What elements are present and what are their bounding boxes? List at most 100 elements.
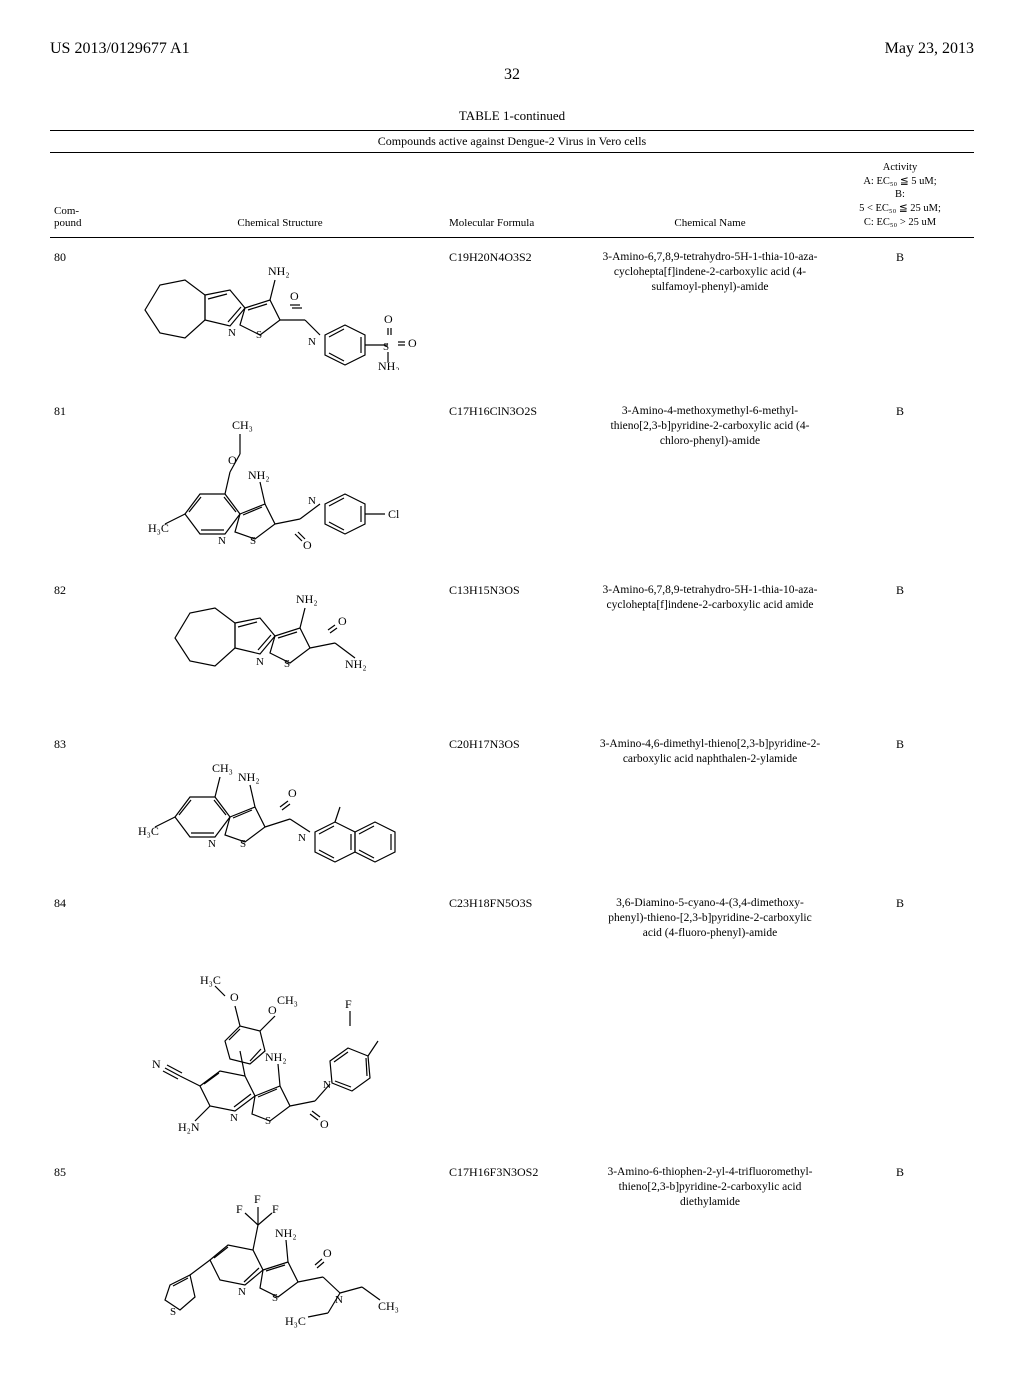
svg-text:NH₂: NH₂ [248, 468, 270, 482]
svg-text:O: O [408, 336, 417, 350]
publication-date: May 23, 2013 [885, 40, 974, 58]
svg-text:S: S [170, 1306, 176, 1318]
molecular-formula: C17H16ClN3O2S [445, 404, 595, 559]
svg-text:O: O [288, 786, 297, 800]
activity-header-line: 5 < EC₅₀ ≦ 25 uM; [859, 202, 941, 216]
table-row: 82 NH₂ O N S NH₂ [50, 571, 974, 725]
svg-text:F: F [236, 1202, 243, 1216]
svg-text:S: S [284, 658, 290, 670]
col-header-formula: Molecular Formula [445, 161, 595, 229]
svg-text:S: S [265, 1115, 271, 1127]
compound-number: 85 [50, 1165, 115, 1340]
chemical-structure: H₃C O O CH₃ F NH₂ N H₂N N S O N [115, 896, 445, 1141]
svg-text:CH₃: CH₃ [212, 761, 233, 775]
svg-text:O: O [230, 990, 239, 1004]
svg-text:N: N [308, 495, 316, 507]
svg-text:Cl: Cl [388, 507, 400, 521]
svg-text:H₂N: H₂N [178, 1120, 200, 1134]
compound-number: 84 [50, 896, 115, 1141]
svg-text:H₃C: H₃C [285, 1314, 306, 1328]
table-header-row: Com- pound Chemical Structure Molecular … [50, 153, 974, 238]
activity-header-line: B: [859, 188, 941, 202]
svg-text:NH₂: NH₂ [268, 264, 290, 278]
svg-text:NH₂: NH₂ [378, 359, 400, 370]
chemical-structure: CH₃ O NH₂ H₃C N S O N Cl [115, 404, 445, 559]
svg-text:H₃C: H₃C [138, 824, 159, 838]
activity-value: B [825, 737, 975, 872]
table-row: 81 [50, 392, 974, 571]
chemical-name: 3-Amino-4,6-dimethyl-thieno[2,3-b]pyridi… [595, 737, 825, 872]
activity-value: B [825, 1165, 975, 1340]
chemical-name: 3-Amino-6,7,8,9-tetrahydro-5H-1-thia-10-… [595, 250, 825, 380]
svg-text:N: N [298, 832, 306, 844]
activity-header-line: Activity [859, 161, 941, 175]
page-header: US 2013/0129677 A1 May 23, 2013 [50, 40, 974, 58]
svg-text:H₃C: H₃C [148, 521, 169, 535]
activity-value: B [825, 404, 975, 559]
svg-text:N: N [335, 1294, 343, 1306]
molecular-formula: C17H16F3N3OS2 [445, 1165, 595, 1340]
chemical-name: 3,6-Diamino-5-cyano-4-(3,4-dimethoxy-phe… [595, 896, 825, 1141]
svg-text:O: O [384, 312, 393, 326]
activity-value: B [825, 896, 975, 1141]
svg-text:S: S [240, 838, 246, 850]
svg-text:CH₃: CH₃ [378, 1299, 399, 1313]
svg-text:O: O [228, 453, 237, 467]
svg-text:N: N [228, 327, 236, 339]
col-header-compound: Com- pound [50, 161, 115, 229]
chemical-structure: F F F NH₂ O N S S N H₃C CH₃ [115, 1165, 445, 1340]
molecular-formula: C13H15N3OS [445, 583, 595, 713]
svg-text:O: O [290, 289, 299, 303]
svg-text:NH₂: NH₂ [238, 770, 260, 784]
chemical-structure: NH₂ O N S N O S O NH₂ [115, 250, 445, 380]
publication-number: US 2013/0129677 A1 [50, 40, 190, 58]
chemical-name: 3-Amino-6-thiophen-2-yl-4-trifluoromethy… [595, 1165, 825, 1340]
svg-text:F: F [345, 997, 352, 1011]
table-row: 83 [50, 725, 974, 884]
chemical-structure: CH₃ NH₂ H₃C N S O N [115, 737, 445, 872]
table-row: 85 [50, 1153, 974, 1352]
table-row: 84 [50, 884, 974, 1153]
activity-value: B [825, 583, 975, 713]
structure-svg-83: CH₃ NH₂ H₃C N S O N [130, 737, 430, 872]
structure-svg-80: NH₂ O N S N O S O NH₂ [130, 250, 430, 370]
table-caption: Compounds active against Dengue-2 Virus … [50, 130, 974, 153]
structure-svg-85: F F F NH₂ O N S S N H₃C CH₃ [140, 1165, 420, 1340]
col-header-structure: Chemical Structure [115, 161, 445, 229]
chemical-name: 3-Amino-6,7,8,9-tetrahydro-5H-1-thia-10-… [595, 583, 825, 713]
structure-svg-82: NH₂ O N S NH₂ [160, 583, 400, 693]
svg-text:CH₃: CH₃ [277, 993, 298, 1007]
molecular-formula: C20H17N3OS [445, 737, 595, 872]
svg-text:F: F [254, 1192, 261, 1206]
svg-text:NH₂: NH₂ [345, 657, 367, 671]
svg-text:N: N [238, 1286, 246, 1298]
svg-text:NH₂: NH₂ [275, 1226, 297, 1240]
svg-text:N: N [208, 838, 216, 850]
page-number: 32 [50, 66, 974, 84]
svg-text:CH₃: CH₃ [232, 418, 253, 432]
svg-text:O: O [323, 1246, 332, 1260]
compound-number: 82 [50, 583, 115, 713]
svg-text:O: O [320, 1117, 329, 1131]
chemical-structure: NH₂ O N S NH₂ [115, 583, 445, 713]
table-row: 80 [50, 238, 974, 392]
svg-text:NH₂: NH₂ [265, 1050, 287, 1064]
activity-header-line: C: EC₅₀ > 25 uM [859, 216, 941, 230]
molecular-formula: C23H18FN5O3S [445, 896, 595, 1141]
svg-text:O: O [338, 614, 347, 628]
col-header-activity: Activity A: EC₅₀ ≦ 5 uM; B: 5 < EC₅₀ ≦ 2… [825, 161, 975, 229]
svg-text:O: O [303, 538, 312, 552]
svg-text:N: N [308, 336, 316, 348]
table-label: TABLE 1-continued [50, 108, 974, 124]
col-header-name: Chemical Name [595, 161, 825, 229]
svg-text:N: N [152, 1057, 161, 1071]
svg-text:S: S [256, 329, 262, 341]
svg-text:NH₂: NH₂ [296, 592, 318, 606]
compound-number: 83 [50, 737, 115, 872]
svg-text:N: N [230, 1112, 238, 1124]
svg-text:H₃C: H₃C [200, 973, 221, 987]
svg-text:O: O [268, 1003, 277, 1017]
chemical-name: 3-Amino-4-methoxymethyl-6-methyl-thieno[… [595, 404, 825, 559]
activity-header-line: A: EC₅₀ ≦ 5 uM; [859, 175, 941, 189]
svg-text:F: F [272, 1202, 279, 1216]
